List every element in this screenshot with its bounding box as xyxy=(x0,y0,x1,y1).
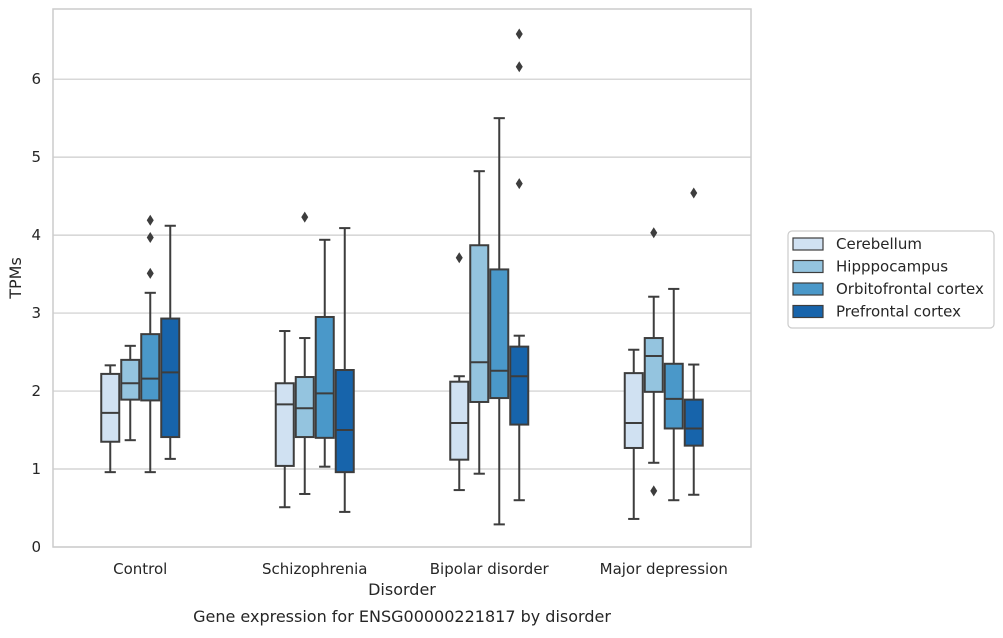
x-tick-label: Bipolar disorder xyxy=(430,560,550,578)
box-group xyxy=(623,348,644,520)
legend-label: Prefrontal cortex xyxy=(836,303,961,321)
box-group xyxy=(140,214,161,474)
legend-label: Cerebellum xyxy=(836,235,922,253)
box-iqr xyxy=(140,333,161,402)
outlier-point xyxy=(515,178,523,190)
legend-swatch xyxy=(792,237,824,251)
y-tick-label: 4 xyxy=(31,226,41,244)
box-iqr xyxy=(449,380,470,461)
grid-lines xyxy=(53,78,751,548)
outlier-point xyxy=(650,485,658,497)
boxes xyxy=(100,28,704,526)
legend-swatch xyxy=(792,304,824,319)
y-tick-labels: 0 1 2 3 4 5 6 xyxy=(31,70,41,556)
box-group xyxy=(274,330,295,509)
box-iqr xyxy=(643,337,664,393)
box-group xyxy=(469,170,490,475)
box-group xyxy=(663,287,684,502)
outlier-point xyxy=(146,231,154,243)
box-iqr xyxy=(274,382,295,467)
box-group xyxy=(120,344,141,442)
box-group xyxy=(683,187,704,496)
legend-item: Prefrontal cortex xyxy=(792,303,961,321)
legend-label: Hipppocampus xyxy=(836,258,948,276)
legend-item: Cerebellum xyxy=(792,235,922,253)
legend-frame xyxy=(787,230,995,329)
x-tick-labels: Control Schizophrenia Bipolar disorder Majo… xyxy=(113,560,728,578)
outlier-point xyxy=(650,227,658,239)
box-group xyxy=(314,238,335,468)
box-group xyxy=(334,227,355,513)
y-tick-label: 0 xyxy=(31,538,41,556)
outlier-point xyxy=(690,187,698,199)
box-group xyxy=(294,211,315,495)
legend-swatch xyxy=(792,259,824,274)
legend: Cerebellum Hipppocampus Orbitofrontal cort… xyxy=(787,230,995,329)
x-axis-label: Disorder xyxy=(368,580,436,599)
box-iqr xyxy=(314,315,335,439)
y-axis-label: TPMs xyxy=(6,257,25,300)
box-group xyxy=(160,224,181,460)
box-group xyxy=(509,28,530,502)
outlier-point xyxy=(146,267,154,279)
legend-label: Orbitofrontal cortex xyxy=(836,280,984,298)
outlier-point xyxy=(515,28,523,40)
box-iqr xyxy=(294,376,315,439)
box-iqr xyxy=(489,268,510,400)
y-tick-label: 3 xyxy=(31,304,41,322)
y-tick-label: 1 xyxy=(31,460,41,478)
box-iqr xyxy=(120,358,141,401)
box-iqr xyxy=(663,362,684,430)
y-tick-label: 2 xyxy=(31,382,41,400)
box-group xyxy=(100,364,121,474)
box-iqr xyxy=(509,345,530,426)
outlier-point xyxy=(455,252,463,264)
y-tick-label: 5 xyxy=(31,148,41,166)
plot-frame xyxy=(52,8,752,548)
legend-item: Orbitofrontal cortex xyxy=(792,280,984,298)
chart-caption: Gene expression for ENSG00000221817 by d… xyxy=(193,607,611,626)
outlier-point xyxy=(301,211,309,223)
box-iqr xyxy=(100,372,121,443)
box-iqr xyxy=(469,244,490,403)
outlier-point xyxy=(515,61,523,73)
x-tick-label: Control xyxy=(113,560,167,578)
box-iqr xyxy=(623,372,644,449)
box-group xyxy=(449,252,470,492)
legend-swatch xyxy=(792,282,824,296)
x-tick-label: Schizophrenia xyxy=(262,560,367,578)
outlier-point xyxy=(146,214,154,226)
y-tick-label: 6 xyxy=(31,70,41,88)
box-iqr xyxy=(160,317,181,439)
box-group xyxy=(643,227,664,497)
x-tick-label: Major depression xyxy=(600,560,728,578)
box-iqr xyxy=(683,398,704,447)
box-group xyxy=(489,117,510,526)
legend-item: Hipppocampus xyxy=(792,258,948,276)
box-iqr xyxy=(334,369,355,474)
